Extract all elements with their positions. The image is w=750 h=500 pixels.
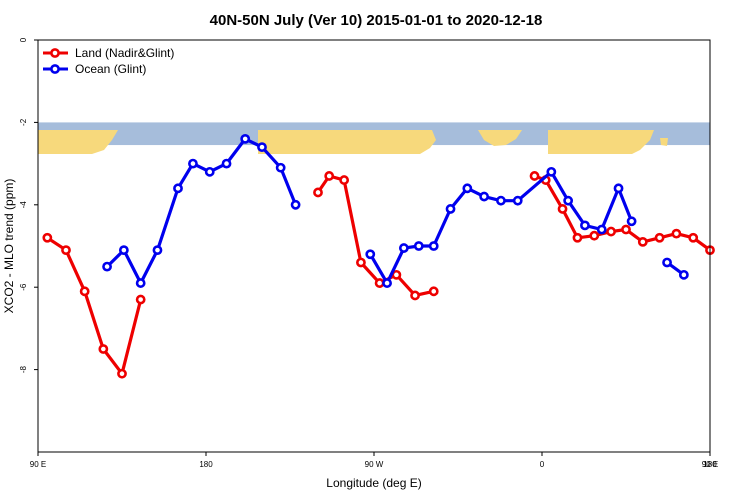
ocean-point — [102, 261, 112, 272]
map-land — [478, 130, 522, 146]
ocean-point — [613, 183, 624, 194]
ocean-point — [546, 166, 557, 177]
land-point — [117, 368, 127, 379]
ocean-point — [135, 278, 146, 288]
land-point — [654, 232, 665, 243]
ocean-point — [445, 204, 456, 214]
ocean-point — [365, 249, 376, 260]
ocean-point — [428, 241, 439, 251]
ocean-point — [290, 199, 301, 210]
land-point — [529, 171, 540, 181]
ocean-point — [398, 243, 409, 253]
ocean-point — [221, 158, 232, 169]
land-point — [621, 224, 631, 235]
legend: Land (Nadir&Glint) Ocean (Glint) — [43, 46, 174, 76]
land-point — [671, 228, 682, 239]
ocean-point — [479, 191, 490, 202]
land-line — [316, 174, 435, 297]
land-point — [606, 226, 616, 237]
ocean-point — [580, 220, 590, 231]
map-land — [258, 130, 436, 154]
x-tick-label: 90 E — [30, 460, 46, 469]
land-point — [79, 286, 90, 297]
legend-label-land: Land (Nadir&Glint) — [75, 46, 174, 60]
y-tick-label: -8 — [19, 365, 28, 373]
land-point — [589, 230, 600, 241]
x-tick-label: 180 — [703, 460, 717, 469]
ocean-point — [257, 142, 267, 153]
x-tick-label: 0 — [540, 460, 545, 469]
y-axis: 0 -2 -4 -6 -8 — [19, 37, 38, 373]
land-point — [135, 294, 146, 305]
land-point — [410, 290, 420, 301]
land-point — [313, 187, 323, 198]
ocean-point — [496, 195, 506, 206]
ocean-point — [596, 224, 607, 235]
ocean-point — [563, 195, 574, 206]
ocean-point — [275, 162, 286, 173]
land-point — [572, 232, 583, 243]
land-point — [42, 232, 53, 243]
map-land — [660, 138, 668, 146]
y-tick-label: -4 — [19, 201, 28, 209]
ocean-point — [204, 166, 215, 177]
land-point — [688, 232, 699, 243]
ocean-point — [512, 195, 523, 206]
legend-item-land: Land (Nadir&Glint) — [43, 46, 174, 60]
legend-label-ocean: Ocean (Glint) — [75, 62, 146, 76]
plot-series — [42, 133, 715, 379]
map-land — [548, 130, 654, 154]
ocean-point — [678, 269, 689, 280]
x-tick-label: 90 E — [702, 460, 718, 469]
y-axis-label: XCO2 - MLO trend (ppm) — [2, 179, 16, 314]
land-point — [374, 278, 385, 288]
ocean-point — [662, 257, 672, 268]
chart-title: 40N-50N July (Ver 10) 2015-01-01 to 2020… — [210, 12, 543, 29]
y-tick-label: 0 — [19, 37, 28, 42]
x-tick-label: 180 — [199, 460, 213, 469]
ocean-point — [382, 278, 392, 288]
plot-frame — [37, 39, 711, 453]
world-map-strip — [38, 122, 710, 154]
ocean-point — [118, 245, 129, 256]
legend-marker-ocean — [50, 64, 60, 74]
y-tick-label: -2 — [19, 118, 28, 126]
ocean-line — [368, 170, 634, 285]
land-point — [339, 175, 350, 185]
legend-item-ocean: Ocean (Glint) — [43, 62, 146, 76]
ocean-point — [173, 183, 183, 194]
map-land — [38, 130, 118, 154]
ocean-point — [188, 158, 198, 169]
ocean-line — [105, 137, 298, 285]
ocean-point — [626, 216, 637, 227]
land-point — [61, 245, 71, 256]
ocean-point — [413, 241, 424, 251]
land-point — [356, 257, 366, 268]
land-point — [428, 286, 439, 297]
land-point — [637, 236, 648, 247]
land-point — [98, 344, 109, 354]
legend-marker-land — [50, 48, 60, 58]
x-tick-label: 90 W — [365, 460, 384, 469]
land-point — [324, 171, 335, 181]
ocean-point — [240, 133, 251, 144]
land-point — [557, 204, 568, 214]
y-tick-label: -6 — [19, 283, 28, 291]
x-axis-label: Longitude (deg E) — [326, 476, 421, 490]
ocean-point — [462, 183, 473, 194]
ocean-point — [152, 245, 163, 256]
